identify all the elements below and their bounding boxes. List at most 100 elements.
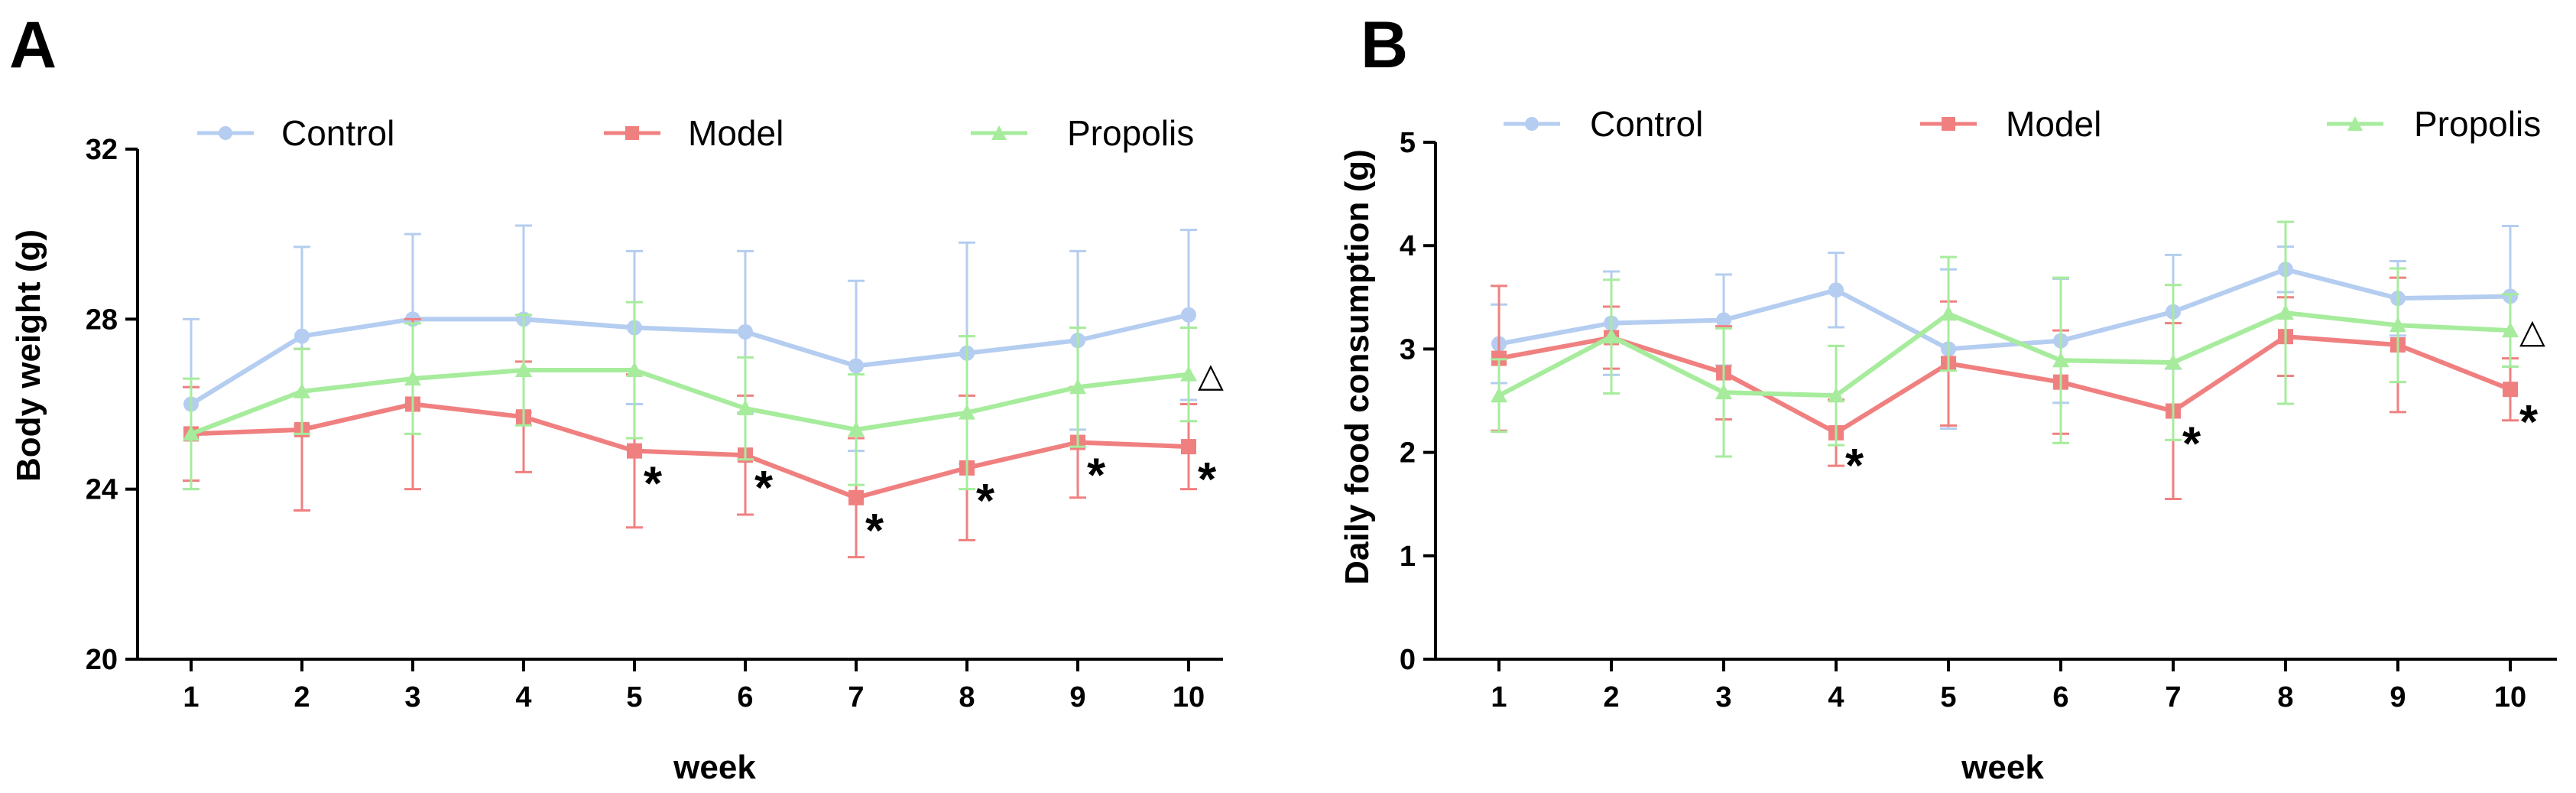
significance-star: *	[976, 475, 995, 528]
series-line	[190, 401, 1189, 500]
x-tick-label: 2	[294, 681, 310, 713]
panel-a-legend-item-model: Model	[604, 113, 784, 153]
panel-a-legend-item-propolis: Propolis	[971, 113, 1194, 153]
data-point	[1940, 305, 1957, 321]
data-point	[1715, 384, 1732, 400]
panel-b-legend-label-model: Model	[2006, 104, 2101, 144]
data-point	[626, 362, 643, 378]
y-tick-label: 3	[1400, 333, 1416, 366]
data-point	[2502, 322, 2519, 338]
x-tick-label: 10	[1173, 681, 1205, 713]
panel-b-letter: B	[1361, 8, 1408, 82]
panel-a-plot-area: 20 24 28 32 1 2 3 4 5 6 7 8 9 10 * * * * * * △	[86, 134, 1224, 713]
series-model	[1491, 276, 2519, 500]
x-tick-label: 3	[404, 681, 420, 713]
significance-star: *	[2519, 396, 2539, 449]
y-tick-label: 0	[1400, 644, 1416, 676]
panel-b-legend-label-propolis: Propolis	[2414, 104, 2541, 144]
significance-star: *	[1087, 450, 1106, 502]
significance-triangle: △	[1198, 357, 1224, 395]
data-point	[294, 328, 310, 344]
data-point	[959, 404, 975, 420]
data-point	[1716, 312, 1731, 328]
x-tick-label: 2	[1603, 681, 1619, 713]
panel-b-legend-label-control: Control	[1590, 104, 1703, 144]
x-tick-label: 6	[2052, 681, 2068, 713]
legend-marker-control	[219, 126, 232, 140]
panel-a-legend: Control Model Propolis	[197, 113, 1194, 153]
panel-b-food-consumption-chart: B 0 1 2 3 4 5 1 2 3 4 5 6 7 8 9 10 * * * △ week Daily food …	[1338, 8, 2557, 786]
significance-triangle: △	[2519, 313, 2545, 350]
data-point	[1181, 307, 1196, 323]
x-tick-label: 5	[626, 681, 642, 713]
x-tick-label: 7	[848, 681, 864, 713]
legend-marker-model	[625, 126, 639, 140]
data-point	[1180, 366, 1197, 382]
panel-a-y-axis-title: Body weight (g)	[10, 229, 47, 482]
y-tick-label: 28	[86, 304, 118, 336]
series-line	[1498, 334, 2512, 435]
x-tick-label: 4	[1828, 681, 1844, 713]
data-point	[627, 443, 642, 459]
series-line	[1498, 267, 2511, 352]
data-point	[2277, 304, 2294, 320]
panel-a-legend-label-propolis: Propolis	[1067, 113, 1194, 153]
panel-b-legend: Control Model Propolis	[1504, 104, 2541, 144]
y-tick-label: 2	[1400, 437, 1416, 470]
data-point	[2052, 352, 2069, 368]
data-point	[1603, 328, 1620, 344]
data-point	[294, 382, 310, 398]
data-point	[848, 489, 864, 505]
series-model	[183, 317, 1197, 559]
data-point	[2165, 353, 2182, 369]
y-tick-label: 20	[86, 644, 118, 676]
x-tick-label: 1	[1491, 681, 1507, 713]
panel-a-body-weight-chart: A 20 24 28 32 1 2 3 4 5 6 7 8 9 10 * * * * * * △ week Body w…	[9, 8, 1224, 786]
x-tick-label: 6	[737, 681, 753, 713]
data-point	[183, 425, 200, 441]
y-tick-label: 1	[1400, 541, 1416, 573]
data-point	[738, 324, 753, 340]
data-point	[1181, 439, 1196, 455]
legend-marker-control	[1525, 117, 1539, 131]
panel-a-x-axis-title: week	[673, 749, 756, 786]
panel-b-x-axis-title: week	[1961, 749, 2044, 786]
y-tick-label: 24	[86, 474, 118, 506]
data-point	[515, 362, 532, 378]
data-point	[848, 421, 865, 437]
series-propolis	[1491, 220, 2519, 458]
panel-b-legend-item-propolis: Propolis	[2327, 104, 2541, 144]
data-point	[737, 400, 754, 416]
x-tick-label: 9	[1069, 681, 1085, 713]
panel-a-legend-label-control: Control	[281, 113, 394, 153]
significance-star: *	[1845, 440, 1864, 492]
data-point	[1828, 282, 1844, 298]
data-point	[2503, 382, 2518, 398]
panel-b-y-axis-title: Daily food consumption (g)	[1338, 149, 1376, 585]
data-point	[1069, 379, 1086, 395]
panel-b-legend-item-control: Control	[1504, 104, 1703, 144]
significance-star: *	[865, 505, 884, 557]
significance-star: *	[644, 458, 663, 511]
x-tick-label: 1	[183, 681, 199, 713]
y-tick-label: 5	[1400, 127, 1416, 159]
data-point	[1828, 387, 1844, 403]
panel-b-legend-item-model: Model	[1920, 104, 2101, 144]
y-tick-label: 32	[86, 134, 118, 166]
panel-a-legend-item-control: Control	[197, 113, 394, 153]
x-tick-label: 5	[1940, 681, 1956, 713]
y-tick-label: 4	[1400, 230, 1416, 262]
x-tick-label: 7	[2165, 681, 2181, 713]
panel-b-plot-area: 0 1 2 3 4 5 1 2 3 4 5 6 7 8 9 10 * * * △	[1400, 127, 2557, 713]
data-point	[404, 370, 421, 386]
x-tick-label: 8	[2277, 681, 2293, 713]
data-point	[2389, 317, 2406, 333]
x-tick-label: 3	[1715, 681, 1731, 713]
series-line	[190, 368, 1189, 437]
data-point	[1491, 387, 1507, 403]
legend-marker-propolis	[991, 125, 1007, 140]
panel-a-letter: A	[9, 8, 57, 82]
series-line	[1497, 310, 2511, 398]
x-tick-label: 8	[959, 681, 975, 713]
